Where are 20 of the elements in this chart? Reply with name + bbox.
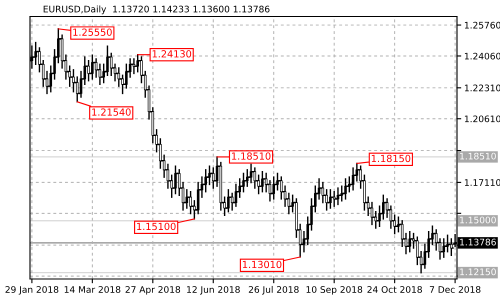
- ref-line-label: 1.18510: [460, 152, 496, 160]
- x-tick-label: 14 Mar 2018: [64, 286, 120, 293]
- annotation: 1.24130: [152, 50, 192, 58]
- annotation: 1.18150: [372, 154, 410, 162]
- ref-line-label: 1.12150: [460, 268, 496, 276]
- x-tick-label: 29 Jan 2018: [5, 286, 58, 295]
- annotation: 1.18510: [232, 152, 270, 160]
- annotation: 1.25550: [73, 28, 112, 36]
- x-tick-label: 27 Apr 2018: [126, 286, 180, 295]
- ref-line-label: 1.15000: [460, 216, 496, 224]
- annotation: 1.13010: [242, 260, 282, 268]
- x-tick-label: 7 Dec 2018: [430, 286, 480, 293]
- ref-line-label: 1.13786: [460, 238, 496, 246]
- chart-title: EURUSD,Daily 1.13720 1.14233 1.13600 1.13786: [44, 5, 270, 14]
- annotation: 1.21540: [92, 108, 131, 116]
- x-tick-label: 24 Oct 2018: [367, 286, 422, 293]
- x-tick-label: 10 Sep 2018: [306, 286, 362, 295]
- x-tick-label: 26 Jul 2018: [248, 286, 299, 295]
- annotation: 1.15100: [137, 222, 176, 230]
- x-tick-label: 12 Jun 2018: [187, 286, 240, 295]
